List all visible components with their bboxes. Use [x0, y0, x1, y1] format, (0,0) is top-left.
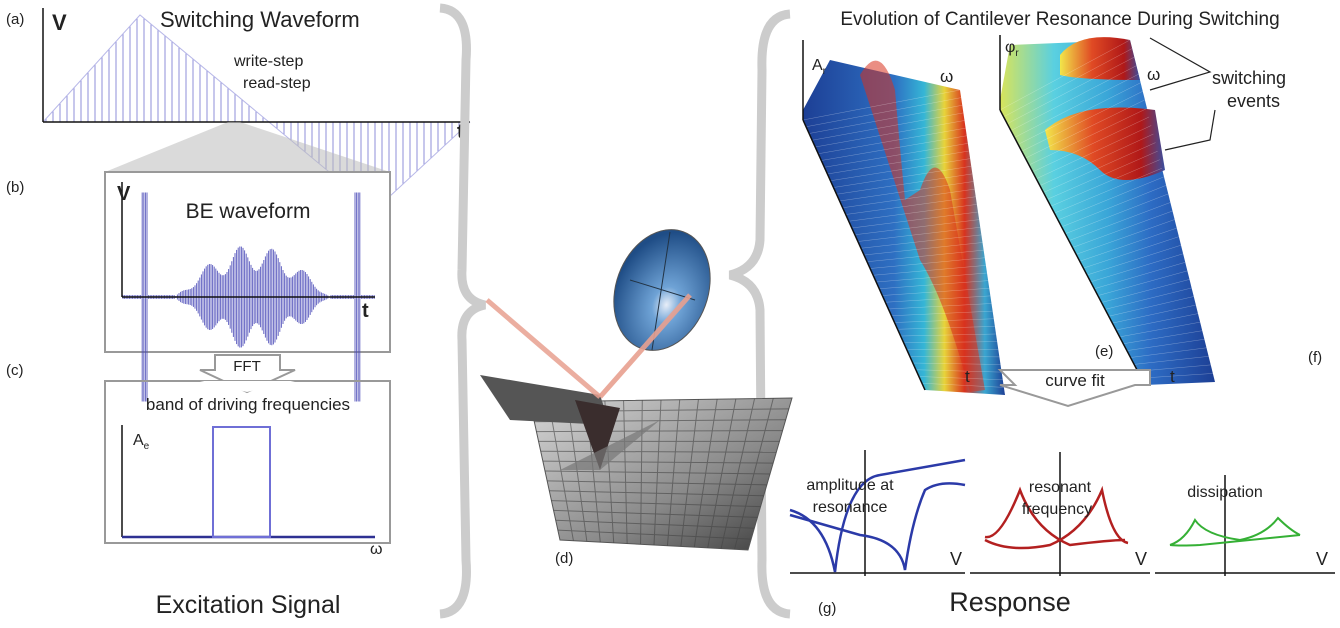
plot-title: resonant	[1029, 479, 1092, 496]
axis-label: t	[362, 300, 369, 322]
annotation: events	[1227, 91, 1280, 111]
panel-label: (d)	[555, 550, 573, 567]
axis-label: V	[117, 183, 131, 205]
panel-label: (f)	[1308, 349, 1322, 366]
axis-label: t	[965, 367, 970, 386]
axis-label: ω	[940, 67, 953, 86]
response-title: Evolution of Cantilever Resonance During…	[840, 9, 1279, 30]
plot-title: dissipation	[1187, 484, 1263, 501]
axis-label: ω	[370, 541, 383, 558]
fit-curve	[1170, 535, 1300, 546]
arrow-cover	[200, 381, 295, 392]
panel-label: (c)	[6, 362, 24, 379]
frequency-band	[213, 427, 270, 537]
brace	[440, 8, 485, 614]
curve-fit-label: curve fit	[1045, 371, 1105, 390]
axis-label: V	[1135, 549, 1147, 569]
panel-title: BE waveform	[186, 200, 311, 223]
figure: (a) V Switching Waveform write-step read…	[0, 0, 1340, 623]
axis-label: ω	[1147, 65, 1160, 84]
panel-label: (b)	[6, 179, 24, 196]
panel-title: band of driving frequencies	[146, 395, 350, 414]
plot-title: amplitude at	[806, 477, 894, 494]
axis-label: V	[52, 10, 67, 35]
axis-label: V	[1316, 549, 1328, 569]
plot-title: resonance	[813, 499, 888, 516]
surface	[1000, 40, 1215, 385]
axis-label: t	[1170, 367, 1175, 386]
axis-label: V	[950, 549, 962, 569]
panel-title: Switching Waveform	[160, 7, 360, 32]
panel-label: (a)	[6, 11, 24, 28]
annotation: write-step	[233, 53, 303, 70]
section-title: Response	[949, 587, 1071, 617]
annotation: read-step	[243, 75, 311, 92]
fft-label: FFT	[233, 358, 261, 375]
axis-label: Ae	[133, 432, 150, 452]
panel-label: (g)	[818, 600, 836, 617]
page: (a) V Switching Waveform write-step read…	[0, 0, 1340, 623]
annotation: switching	[1212, 68, 1286, 88]
section-title: Excitation Signal	[156, 591, 341, 619]
phase-surface	[1000, 37, 1215, 385]
annotation-pointer	[1165, 110, 1215, 150]
plot-title: frequency	[1022, 501, 1092, 518]
axis-label: Ar	[812, 57, 827, 77]
panel-label: (e)	[1095, 343, 1113, 360]
